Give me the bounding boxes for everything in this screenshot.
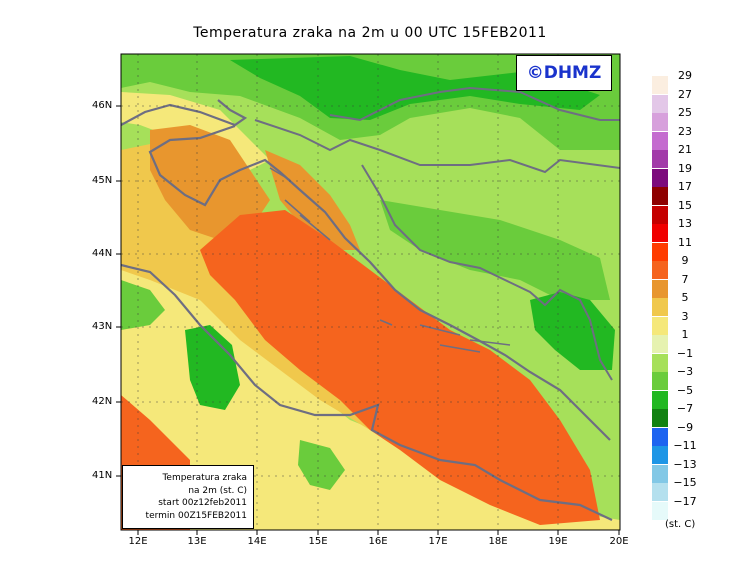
dinaric-cold [530, 292, 615, 370]
lon-label-19e: 19E [548, 536, 568, 547]
info-line-4: termin 00Z15FEB2011 [145, 510, 247, 521]
legend-swatch [652, 205, 668, 224]
legend-label: 1 [681, 328, 689, 341]
legend-swatch [652, 94, 668, 113]
apennine-cold-1 [185, 325, 240, 410]
legend-swatch [652, 242, 668, 261]
apennine-cold-2 [121, 280, 165, 330]
adriatic-sea-warm [200, 210, 600, 525]
lon-label-17e: 17E [428, 536, 448, 547]
legend-label: 3 [681, 309, 689, 323]
croatia-border [254, 119, 620, 174]
legend-label: 19 [678, 161, 692, 175]
legend-label: 17 [678, 180, 692, 193]
legend-label: −1 [676, 346, 694, 360]
pannonian-green [380, 200, 610, 300]
lat-label-45n: 45N [92, 175, 113, 186]
slovenia-border [329, 86, 620, 122]
legend-swatch [652, 113, 668, 131]
legend-label: −9 [676, 420, 694, 434]
legend-swatch [652, 224, 668, 242]
legend-swatch [652, 409, 668, 427]
lon-label-16e: 16E [368, 536, 388, 547]
legend-swatch [652, 372, 668, 390]
italy-coast-yellow [121, 260, 620, 530]
legend-swatch [652, 335, 668, 353]
legend-swatch [652, 464, 668, 483]
legend-label: 25 [678, 106, 692, 119]
lon-label-14e: 14E [247, 536, 267, 547]
istria-warm [150, 125, 270, 240]
lon-label-12e: 12E [128, 536, 148, 547]
legend-swatch [652, 390, 668, 409]
legend-swatch [652, 353, 668, 372]
info-box: Temperatura zraka na 2m (st. C) start 00… [122, 465, 254, 529]
italy-coastline [121, 263, 613, 521]
islands [269, 167, 511, 353]
legend-label: −3 [676, 365, 694, 378]
legend-label: 27 [678, 87, 692, 101]
legend-swatch [652, 279, 668, 298]
alps-cold-core [230, 56, 600, 120]
legend-label: −15 [673, 476, 697, 489]
legend-label: −13 [673, 457, 697, 471]
lat-label-46n: 46N [92, 100, 113, 111]
legend-swatch [652, 150, 668, 168]
legend-label: −5 [676, 383, 694, 397]
map-frame [120, 53, 621, 531]
legend-label: 5 [681, 291, 689, 304]
lat-label-41n: 41N [92, 470, 113, 481]
lat-label-43n: 43N [92, 321, 113, 332]
info-line-2: na 2m (st. C) [188, 485, 247, 496]
legend-swatch [652, 131, 668, 150]
lon-label-13e: 13E [187, 536, 207, 547]
legend-swatch [652, 483, 668, 501]
legend-label: 23 [678, 124, 692, 138]
legend-swatch [652, 168, 668, 187]
lat-label-42n: 42N [92, 396, 113, 407]
axis-ticks [116, 105, 620, 535]
info-line-3: start 00z12feb2011 [158, 498, 247, 508]
map-title: Temperatura zraka na 2m u 00 UTC 15FEB20… [193, 25, 547, 41]
info-line-1: Temperatura zraka [162, 473, 247, 483]
legend-label: 13 [678, 217, 692, 230]
legend-swatch [652, 316, 668, 335]
dhmz-logo: ©DHMZ [516, 55, 612, 91]
legend-swatch [652, 187, 668, 205]
legend-swatch [652, 427, 668, 446]
lon-label-18e: 18E [488, 536, 508, 547]
legend-label: 29 [678, 69, 692, 82]
legend-label: 11 [678, 235, 692, 249]
legend-label: 9 [681, 254, 689, 267]
legend-swatch [652, 501, 668, 520]
lat-label-44n: 44N [92, 248, 113, 259]
legend-swatch [652, 76, 668, 94]
legend-label: 21 [678, 143, 692, 156]
legend-label: 15 [678, 198, 692, 212]
legend-label: −17 [673, 494, 697, 508]
legend-swatch [652, 298, 668, 316]
bosnia-border [361, 164, 613, 381]
istria-coastline [148, 124, 611, 441]
legend-label: −7 [676, 402, 694, 415]
legend-swatch [652, 446, 668, 464]
legend-label: −11 [673, 439, 697, 452]
lon-label-20e: 20E [609, 536, 629, 547]
north-adriatic-coastline [121, 99, 248, 127]
legend-unit: (st. C) [665, 519, 696, 530]
apennine-cold-3 [298, 440, 345, 490]
grid-lines [121, 54, 620, 530]
legend-label: 7 [681, 272, 689, 286]
lon-label-15e: 15E [308, 536, 328, 547]
legend-swatch [652, 261, 668, 279]
